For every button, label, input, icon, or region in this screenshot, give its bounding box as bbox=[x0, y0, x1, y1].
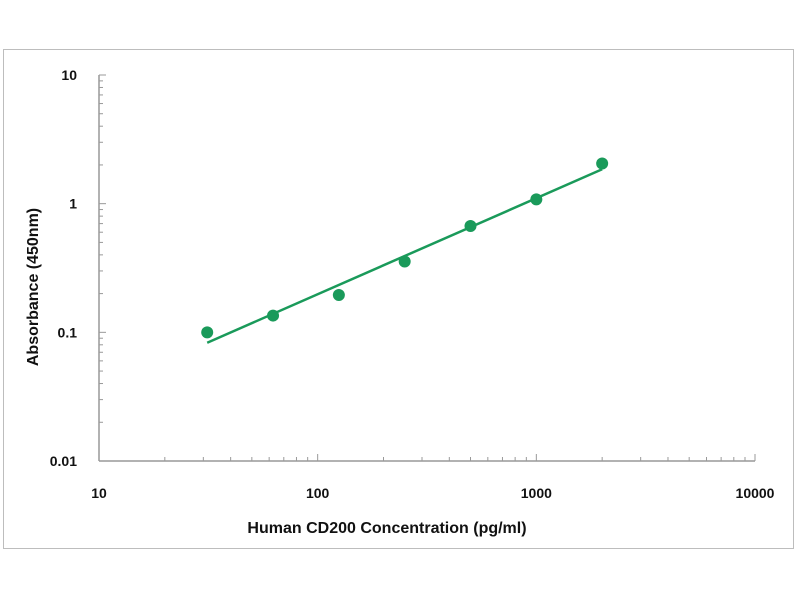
y-tick-label: 10 bbox=[61, 67, 77, 83]
x-tick-label: 10 bbox=[91, 485, 107, 501]
data-points bbox=[201, 157, 609, 339]
x-tick-label: 100 bbox=[306, 485, 330, 501]
data-point bbox=[464, 220, 477, 233]
y-tick-label: 0.01 bbox=[50, 453, 77, 469]
y-axis-title: Absorbance (450nm) bbox=[25, 208, 42, 366]
x-tick-label: 1000 bbox=[521, 485, 552, 501]
chart-frame bbox=[3, 49, 794, 549]
data-point bbox=[267, 309, 280, 322]
x-axis-title: Human CD200 Concentration (pg/ml) bbox=[247, 520, 526, 537]
axes bbox=[98, 75, 755, 462]
data-point bbox=[596, 157, 609, 170]
y-tick-label: 0.1 bbox=[58, 324, 78, 340]
x-tick-label: 10000 bbox=[736, 485, 775, 501]
tick-labels: 10 100 1000 10000 10 1 0.1 0.01 bbox=[50, 67, 775, 501]
data-point bbox=[201, 326, 214, 339]
y-tick-label: 1 bbox=[69, 196, 77, 212]
data-point bbox=[530, 193, 543, 206]
data-point bbox=[398, 255, 411, 268]
data-point bbox=[332, 289, 345, 302]
axis-ticks bbox=[98, 74, 756, 462]
